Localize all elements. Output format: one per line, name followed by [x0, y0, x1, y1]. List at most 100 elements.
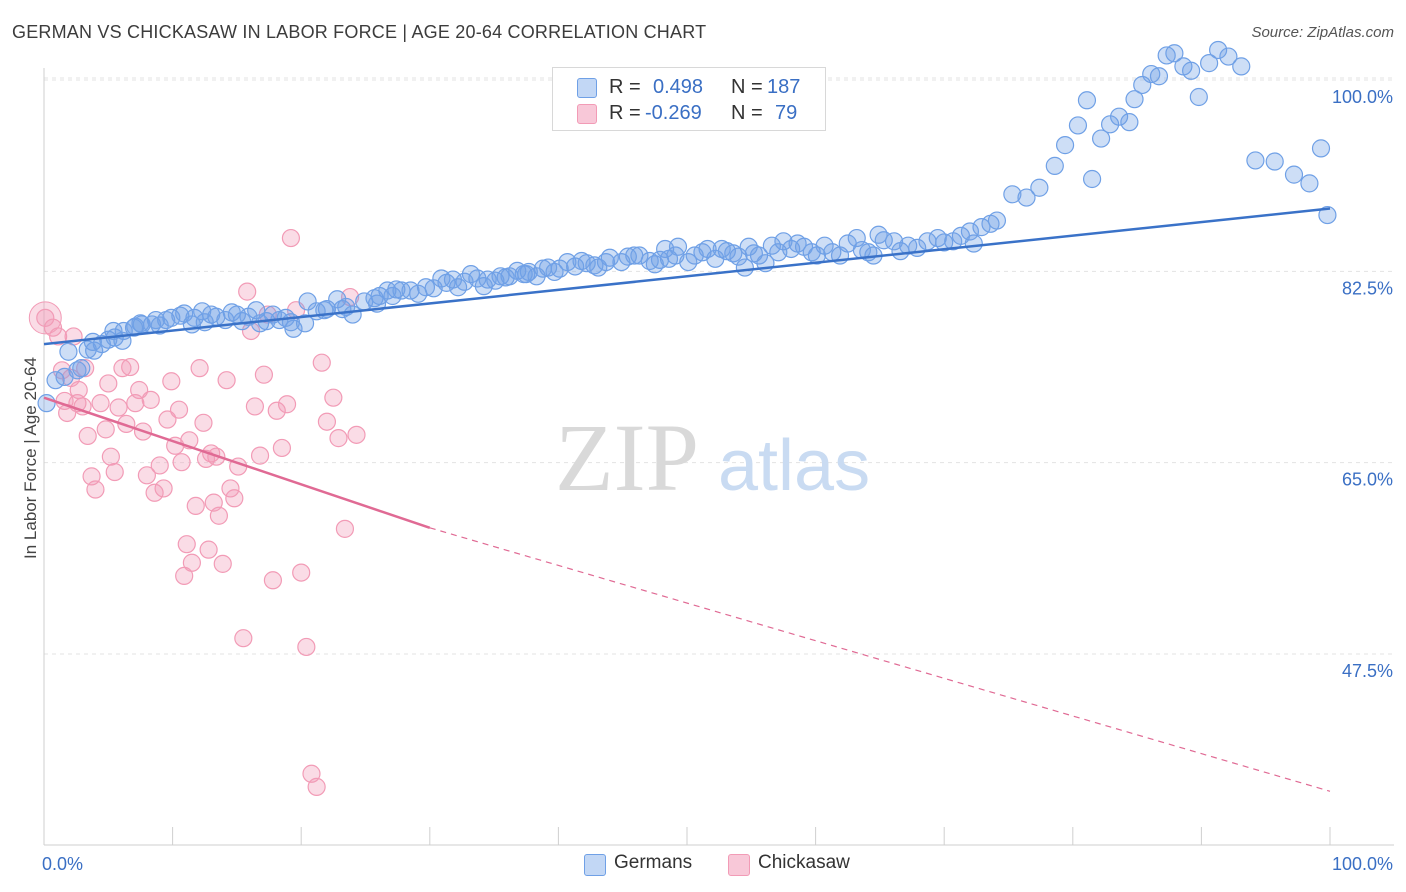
german-r-value: 0.498 — [653, 76, 704, 98]
german-point — [1300, 174, 1319, 193]
german-point — [869, 225, 888, 244]
x-tick-label-max: 100.0% — [1332, 854, 1393, 874]
german-point — [1265, 152, 1284, 171]
chickasaw-point — [297, 637, 316, 657]
chickasaw-point — [137, 466, 156, 485]
chickasaw-point — [221, 479, 240, 498]
german-point — [807, 246, 826, 265]
chickasaw-point — [96, 420, 115, 439]
chickasaw-point — [172, 453, 191, 472]
chickasaw-point — [263, 571, 283, 590]
chickasaw-point — [99, 374, 118, 393]
chickasaw-trend-line — [43, 396, 431, 529]
y-tick-label: 82.5% — [1342, 278, 1393, 298]
german-point — [1219, 47, 1238, 66]
german-point — [668, 237, 688, 256]
chickasaw-point — [267, 401, 286, 420]
german-point — [72, 359, 91, 378]
tick-labels: 100.0% 82.5% 65.0% 47.5% 0.0% 100.0% — [42, 87, 1393, 874]
german-point — [1017, 188, 1036, 207]
chickasaw-n-label: N = — [731, 102, 763, 124]
trend-lines — [43, 207, 1331, 792]
german-point — [1109, 107, 1129, 126]
german-point — [1030, 178, 1049, 197]
chickasaw-point — [150, 456, 169, 475]
chart-title: GERMAN VS CHICKASAW IN LABOR FORCE | AGE… — [12, 22, 707, 42]
german-point — [1318, 205, 1337, 225]
german-point — [37, 394, 56, 413]
chickasaw-point — [254, 365, 274, 384]
chickasaw-point — [113, 359, 132, 378]
chickasaw-point-large — [28, 301, 62, 335]
chickasaw-point — [105, 462, 124, 482]
chickasaw-point — [109, 398, 128, 417]
chickasaw-point — [317, 412, 337, 431]
chickasaw-point — [182, 553, 201, 572]
chickasaw-point — [91, 394, 110, 413]
y-tick-label: 47.5% — [1342, 661, 1393, 681]
chickasaw-point — [225, 489, 244, 508]
chickasaw-point — [86, 480, 105, 499]
chickasaw-point — [245, 397, 265, 416]
german-point — [1120, 113, 1139, 132]
chickasaw-point — [250, 446, 270, 465]
legend-box: R = 0.498 N = 187 R = -0.269 N = 79 — [552, 67, 826, 131]
chickasaw-point — [36, 308, 55, 327]
german-point — [964, 234, 983, 253]
chickasaw-point — [121, 357, 140, 377]
chickasaw-point — [324, 388, 343, 407]
chickasaw-point — [281, 228, 301, 248]
german-point — [1055, 136, 1075, 155]
chickasaw-point — [177, 535, 196, 554]
x-tick-label-min: 0.0% — [42, 854, 83, 874]
german-point — [1189, 87, 1208, 107]
chickasaw-trend-extension — [429, 527, 1331, 792]
chickasaw-point — [307, 777, 326, 796]
chickasaw-point — [186, 496, 205, 516]
chickasaw-point — [234, 629, 253, 648]
german-point — [698, 239, 717, 259]
source-credit: Source: ZipAtlas.com — [1251, 24, 1394, 41]
german-n-value: 187 — [767, 76, 801, 98]
german-point — [847, 228, 866, 248]
german-point — [298, 292, 317, 311]
chickasaw-point — [238, 282, 257, 301]
german-point — [1165, 44, 1184, 63]
chickasaw-point — [329, 429, 348, 448]
chickasaw-point — [277, 395, 297, 414]
chickasaw-point — [154, 479, 173, 498]
chickasaw-swatch — [577, 104, 597, 124]
chickasaw-point — [335, 519, 355, 538]
chickasaw-point — [292, 563, 311, 582]
chickasaw-point — [162, 372, 181, 391]
german-n-label: N = — [731, 76, 763, 98]
german-point — [1284, 165, 1304, 184]
german-point — [1209, 40, 1228, 60]
german-point — [679, 252, 698, 272]
chickasaw-point — [169, 400, 189, 419]
german-r-label: R = — [609, 76, 641, 98]
german-point — [284, 319, 303, 338]
gridlines — [44, 77, 1394, 655]
chickasaw-r-value: -0.269 — [645, 102, 702, 124]
german-point — [1125, 90, 1144, 109]
german-point — [59, 342, 78, 361]
chickasaw-point — [130, 380, 149, 400]
chickasaw-point — [199, 540, 218, 559]
german-point — [1068, 116, 1088, 135]
german-trend-line — [43, 207, 1331, 346]
german-point — [1082, 169, 1102, 189]
chickasaw-legend-swatch — [728, 854, 750, 876]
german-point — [545, 262, 564, 282]
german-point — [987, 211, 1007, 230]
chickasaw-point — [73, 397, 92, 416]
german-point — [600, 248, 619, 267]
german-point — [1091, 129, 1111, 148]
german-point — [1200, 54, 1219, 73]
axes — [43, 68, 1394, 846]
german-point — [1003, 185, 1022, 204]
watermark-zip: ZIP — [555, 404, 699, 511]
german-point — [343, 305, 362, 324]
chickasaw-n-value: 79 — [775, 102, 798, 124]
german-point — [762, 236, 781, 255]
